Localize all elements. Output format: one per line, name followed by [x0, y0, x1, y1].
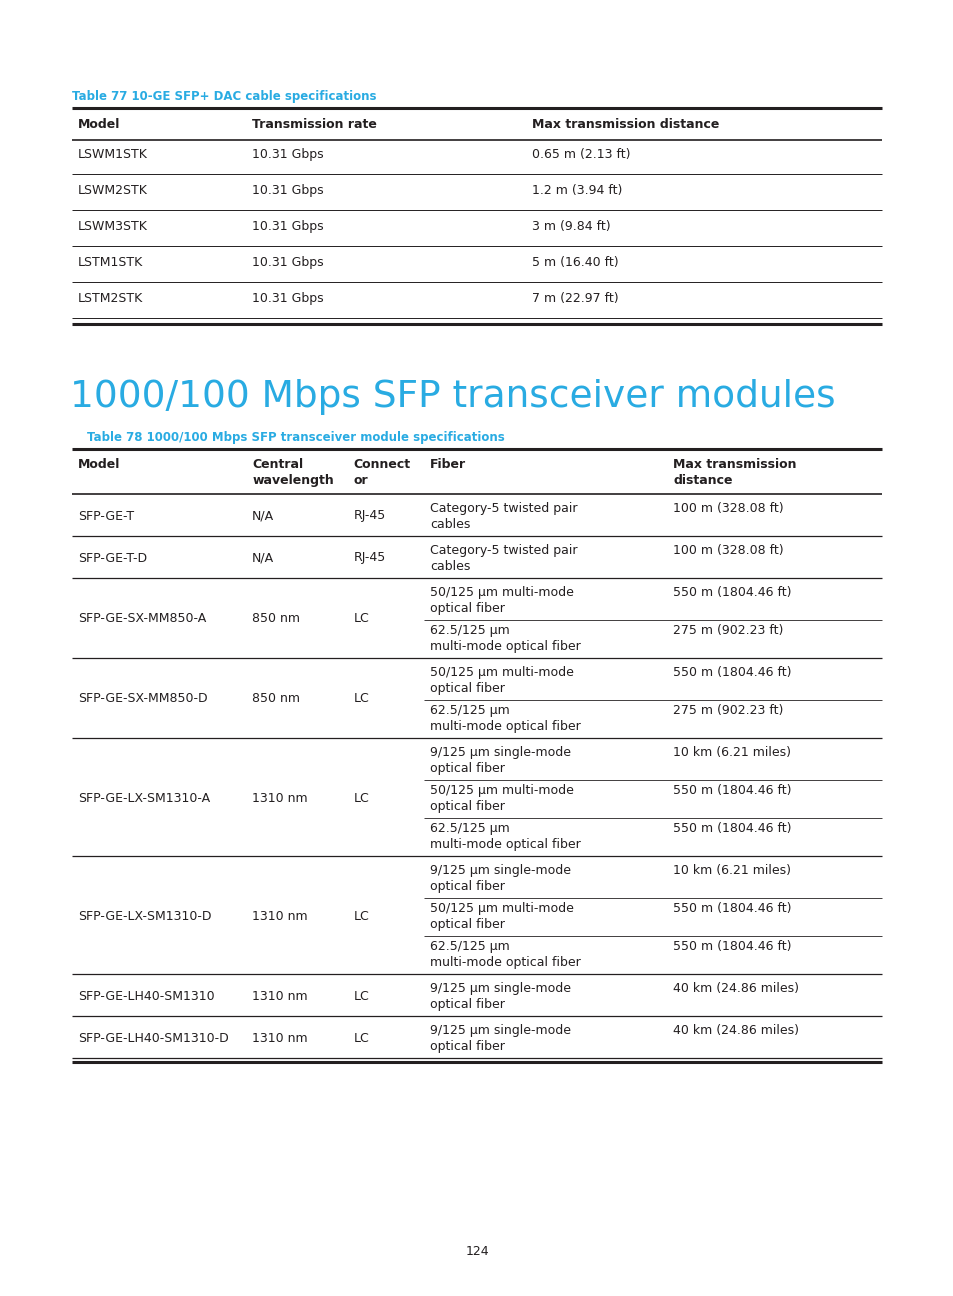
Text: 62.5/125 μm
multi-mode optical fiber: 62.5/125 μm multi-mode optical fiber	[430, 940, 580, 969]
Text: SFP-GE-LX-SM1310-D: SFP-GE-LX-SM1310-D	[78, 910, 212, 923]
Text: 1310 nm: 1310 nm	[252, 910, 308, 923]
Text: 9/125 μm single-mode
optical fiber: 9/125 μm single-mode optical fiber	[430, 864, 571, 893]
Text: 3 m (9.84 ft): 3 m (9.84 ft)	[531, 220, 610, 233]
Text: SFP-GE-LH40-SM1310-D: SFP-GE-LH40-SM1310-D	[78, 1032, 229, 1045]
Text: 850 nm: 850 nm	[252, 692, 300, 705]
Text: Connect
or: Connect or	[353, 457, 410, 487]
Text: SFP-GE-LX-SM1310-A: SFP-GE-LX-SM1310-A	[78, 792, 210, 805]
Text: LSTM1STK: LSTM1STK	[78, 257, 143, 270]
Text: 62.5/125 μm
multi-mode optical fiber: 62.5/125 μm multi-mode optical fiber	[430, 623, 580, 653]
Text: 275 m (902.23 ft): 275 m (902.23 ft)	[673, 623, 783, 638]
Text: Central
wavelength: Central wavelength	[252, 457, 334, 487]
Text: 10.31 Gbps: 10.31 Gbps	[252, 220, 323, 233]
Text: 9/125 μm single-mode
optical fiber: 9/125 μm single-mode optical fiber	[430, 746, 571, 775]
Text: SFP-GE-T: SFP-GE-T	[78, 509, 134, 522]
Text: 10.31 Gbps: 10.31 Gbps	[252, 148, 323, 161]
Text: 62.5/125 μm
multi-mode optical fiber: 62.5/125 μm multi-mode optical fiber	[430, 822, 580, 851]
Text: LSWM3STK: LSWM3STK	[78, 220, 148, 233]
Text: 10 km (6.21 miles): 10 km (6.21 miles)	[673, 864, 791, 877]
Text: 1.2 m (3.94 ft): 1.2 m (3.94 ft)	[531, 184, 621, 197]
Text: Fiber: Fiber	[430, 457, 466, 470]
Text: 550 m (1804.46 ft): 550 m (1804.46 ft)	[673, 666, 791, 679]
Text: RJ-45: RJ-45	[353, 509, 385, 522]
Text: LC: LC	[353, 692, 369, 705]
Text: 124: 124	[465, 1245, 488, 1258]
Text: 50/125 μm multi-mode
optical fiber: 50/125 μm multi-mode optical fiber	[430, 666, 574, 695]
Text: 1310 nm: 1310 nm	[252, 792, 308, 805]
Text: LC: LC	[353, 792, 369, 805]
Text: 62.5/125 μm
multi-mode optical fiber: 62.5/125 μm multi-mode optical fiber	[430, 704, 580, 734]
Text: LC: LC	[353, 990, 369, 1003]
Text: 50/125 μm multi-mode
optical fiber: 50/125 μm multi-mode optical fiber	[430, 902, 574, 931]
Text: RJ-45: RJ-45	[353, 552, 385, 565]
Text: LC: LC	[353, 613, 369, 626]
Text: LC: LC	[353, 1032, 369, 1045]
Text: Model: Model	[78, 118, 120, 131]
Text: Max transmission distance: Max transmission distance	[531, 118, 719, 131]
Text: SFP-GE-T-D: SFP-GE-T-D	[78, 552, 147, 565]
Text: Table 78 1000/100 Mbps SFP transceiver module specifications: Table 78 1000/100 Mbps SFP transceiver m…	[87, 432, 504, 445]
Text: 9/125 μm single-mode
optical fiber: 9/125 μm single-mode optical fiber	[430, 982, 571, 1011]
Text: 550 m (1804.46 ft): 550 m (1804.46 ft)	[673, 902, 791, 915]
Text: SFP-GE-LH40-SM1310: SFP-GE-LH40-SM1310	[78, 990, 214, 1003]
Text: LC: LC	[353, 910, 369, 923]
Text: 550 m (1804.46 ft): 550 m (1804.46 ft)	[673, 586, 791, 599]
Text: Max transmission
distance: Max transmission distance	[673, 457, 796, 487]
Text: LSWM2STK: LSWM2STK	[78, 184, 148, 197]
Text: 10.31 Gbps: 10.31 Gbps	[252, 257, 323, 270]
Text: N/A: N/A	[252, 509, 274, 522]
Text: 1310 nm: 1310 nm	[252, 990, 308, 1003]
Text: 550 m (1804.46 ft): 550 m (1804.46 ft)	[673, 784, 791, 797]
Text: SFP-GE-SX-MM850-A: SFP-GE-SX-MM850-A	[78, 613, 206, 626]
Text: 5 m (16.40 ft): 5 m (16.40 ft)	[531, 257, 618, 270]
Text: Table 77 10-GE SFP+ DAC cable specifications: Table 77 10-GE SFP+ DAC cable specificat…	[71, 89, 376, 102]
Text: 850 nm: 850 nm	[252, 613, 300, 626]
Text: LSWM1STK: LSWM1STK	[78, 148, 148, 161]
Text: 10.31 Gbps: 10.31 Gbps	[252, 184, 323, 197]
Text: SFP-GE-SX-MM850-D: SFP-GE-SX-MM850-D	[78, 692, 208, 705]
Text: 50/125 μm multi-mode
optical fiber: 50/125 μm multi-mode optical fiber	[430, 784, 574, 813]
Text: Category-5 twisted pair
cables: Category-5 twisted pair cables	[430, 544, 578, 573]
Text: 10.31 Gbps: 10.31 Gbps	[252, 292, 323, 305]
Text: 550 m (1804.46 ft): 550 m (1804.46 ft)	[673, 822, 791, 835]
Text: 550 m (1804.46 ft): 550 m (1804.46 ft)	[673, 940, 791, 953]
Text: Category-5 twisted pair
cables: Category-5 twisted pair cables	[430, 502, 578, 531]
Text: 0.65 m (2.13 ft): 0.65 m (2.13 ft)	[531, 148, 629, 161]
Text: 50/125 μm multi-mode
optical fiber: 50/125 μm multi-mode optical fiber	[430, 586, 574, 616]
Text: Model: Model	[78, 457, 120, 470]
Text: 1000/100 Mbps SFP transceiver modules: 1000/100 Mbps SFP transceiver modules	[70, 378, 835, 415]
Text: LSTM2STK: LSTM2STK	[78, 292, 143, 305]
Text: 40 km (24.86 miles): 40 km (24.86 miles)	[673, 982, 799, 995]
Text: Transmission rate: Transmission rate	[252, 118, 376, 131]
Text: 10 km (6.21 miles): 10 km (6.21 miles)	[673, 746, 791, 759]
Text: N/A: N/A	[252, 552, 274, 565]
Text: 275 m (902.23 ft): 275 m (902.23 ft)	[673, 704, 783, 717]
Text: 7 m (22.97 ft): 7 m (22.97 ft)	[531, 292, 618, 305]
Text: 100 m (328.08 ft): 100 m (328.08 ft)	[673, 544, 783, 557]
Text: 1310 nm: 1310 nm	[252, 1032, 308, 1045]
Text: 40 km (24.86 miles): 40 km (24.86 miles)	[673, 1024, 799, 1037]
Text: 9/125 μm single-mode
optical fiber: 9/125 μm single-mode optical fiber	[430, 1024, 571, 1052]
Text: 100 m (328.08 ft): 100 m (328.08 ft)	[673, 502, 783, 515]
